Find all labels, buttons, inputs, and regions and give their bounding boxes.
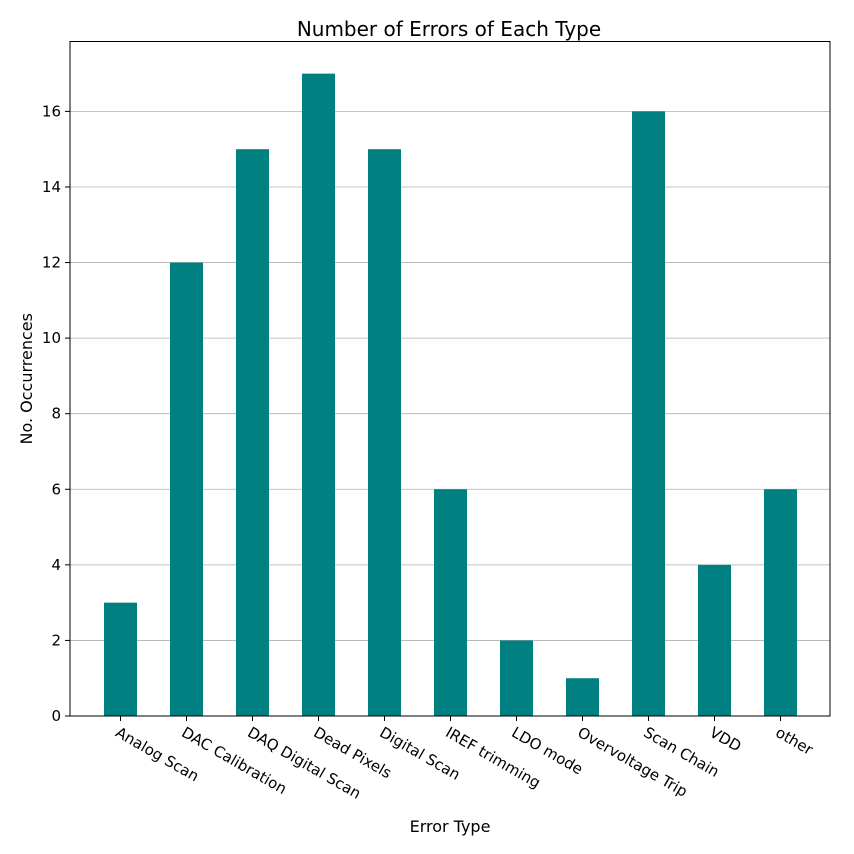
bar <box>170 262 203 716</box>
y-tick-label: 0 <box>51 707 61 725</box>
bar <box>368 149 401 716</box>
x-tick-label: Overvoltage Trip <box>575 723 691 800</box>
y-axis-label: No. Occurrences <box>17 313 36 444</box>
bar <box>302 73 335 717</box>
bar <box>566 678 599 716</box>
bars <box>104 73 797 717</box>
y-tick-label: 10 <box>42 329 61 347</box>
bar <box>698 564 731 716</box>
x-tick-label: DAQ Digital Scan <box>245 723 365 802</box>
bar <box>104 602 137 716</box>
y-tick-label: 6 <box>51 480 61 498</box>
y-tick-label: 16 <box>42 102 61 120</box>
x-axis-label: Error Type <box>410 817 491 836</box>
bar <box>236 149 269 716</box>
x-tick-label: other <box>773 723 817 759</box>
y-tick-label: 12 <box>42 254 61 272</box>
bar <box>632 111 665 716</box>
x-tick-label: VDD <box>707 723 745 755</box>
bar <box>764 489 797 716</box>
chart-title: Number of Errors of Each Type <box>297 17 601 41</box>
y-tick-label: 14 <box>42 178 61 196</box>
y-tick-label: 4 <box>51 556 61 574</box>
bar <box>434 489 467 716</box>
y-tick-label: 8 <box>51 405 61 423</box>
y-axis: 0 2 4 6 8 10 12 14 16 <box>42 102 70 725</box>
y-tick-label: 2 <box>51 631 61 649</box>
bar <box>500 640 533 716</box>
